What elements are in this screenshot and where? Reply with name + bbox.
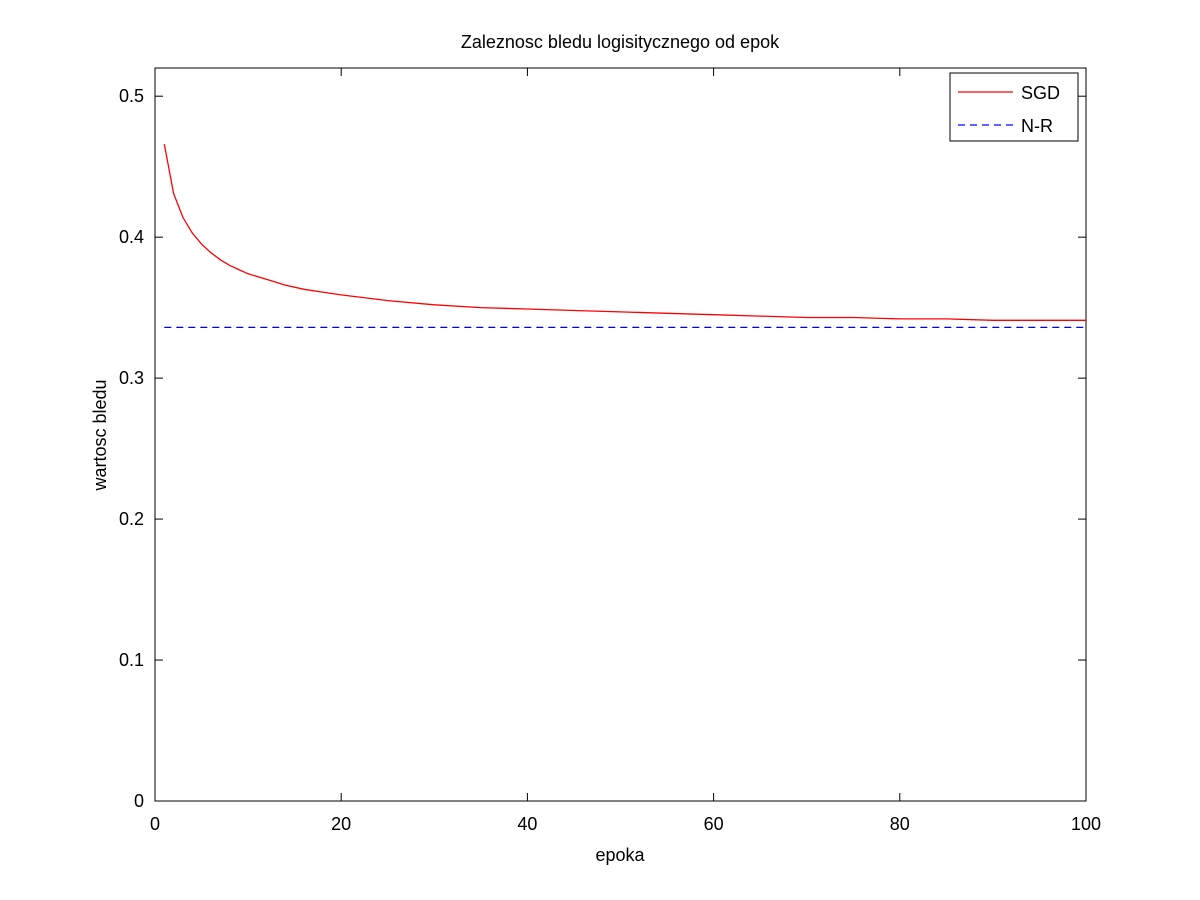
y-axis-label: wartosc bledu bbox=[90, 379, 110, 491]
y-tick-label: 0.4 bbox=[119, 227, 144, 247]
series-layer bbox=[163, 143, 1086, 329]
y-tick-label: 0.2 bbox=[119, 509, 144, 529]
chart-title: Zaleznosc bledu logisitycznego od epok bbox=[461, 32, 780, 52]
legend-label-sgd: SGD bbox=[1021, 83, 1060, 103]
y-tick-label: 0.1 bbox=[119, 650, 144, 670]
plot-frame bbox=[154, 67, 1087, 802]
x-tick-label: 0 bbox=[150, 814, 160, 834]
legend-label-nr: N-R bbox=[1021, 116, 1053, 136]
axis-ticks: 0 20 40 60 80 100 0 0.1 0.2 0.3 0.4 0.5 bbox=[119, 68, 1101, 834]
x-tick-label: 20 bbox=[331, 814, 351, 834]
y-tick-label: 0.5 bbox=[119, 86, 144, 106]
series-line-sgd bbox=[163, 143, 1086, 321]
x-tick-label: 40 bbox=[517, 814, 537, 834]
legend-box bbox=[949, 72, 1079, 142]
x-axis-label: epoka bbox=[595, 845, 645, 865]
y-tick-label: 0.3 bbox=[119, 368, 144, 388]
y-tick-label: 0 bbox=[134, 791, 144, 811]
x-tick-label: 80 bbox=[890, 814, 910, 834]
x-tick-label: 100 bbox=[1071, 814, 1101, 834]
x-tick-label: 60 bbox=[704, 814, 724, 834]
legend: SGD N-R bbox=[949, 72, 1079, 142]
